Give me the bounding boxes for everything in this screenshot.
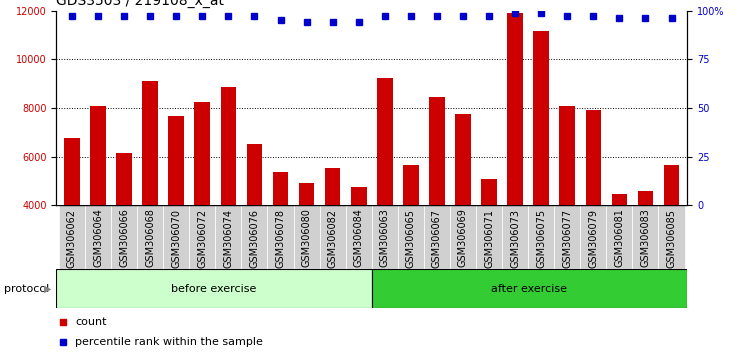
Bar bbox=[398, 205, 424, 269]
Bar bbox=[611, 194, 627, 303]
Bar bbox=[528, 205, 554, 269]
Text: GSM306070: GSM306070 bbox=[171, 209, 181, 268]
Text: GSM306079: GSM306079 bbox=[588, 209, 599, 268]
Text: GSM306085: GSM306085 bbox=[667, 209, 677, 268]
Text: GSM306073: GSM306073 bbox=[510, 209, 520, 268]
Bar bbox=[377, 78, 393, 303]
Bar bbox=[90, 105, 106, 303]
Bar bbox=[507, 13, 523, 303]
Text: protocol: protocol bbox=[4, 284, 49, 293]
Bar bbox=[163, 205, 189, 269]
Bar bbox=[559, 105, 575, 303]
Text: GSM306072: GSM306072 bbox=[198, 209, 207, 268]
Bar bbox=[168, 116, 184, 303]
Text: GSM306062: GSM306062 bbox=[67, 209, 77, 268]
Bar bbox=[659, 205, 685, 269]
Text: GSM306081: GSM306081 bbox=[614, 209, 624, 267]
Bar bbox=[221, 87, 237, 303]
Bar bbox=[502, 205, 528, 269]
Bar bbox=[403, 165, 418, 303]
Text: GSM306063: GSM306063 bbox=[380, 209, 390, 267]
Text: GSM306076: GSM306076 bbox=[249, 209, 259, 268]
Bar bbox=[189, 205, 216, 269]
Bar bbox=[137, 205, 163, 269]
Bar bbox=[85, 205, 111, 269]
Text: GSM306071: GSM306071 bbox=[484, 209, 494, 268]
Bar bbox=[581, 205, 606, 269]
Text: GSM306068: GSM306068 bbox=[145, 209, 155, 267]
Bar bbox=[241, 205, 267, 269]
Text: GSM306082: GSM306082 bbox=[327, 209, 338, 268]
Text: before exercise: before exercise bbox=[171, 284, 257, 293]
Bar bbox=[195, 102, 210, 303]
Bar bbox=[606, 205, 632, 269]
Bar bbox=[372, 205, 398, 269]
Bar bbox=[429, 97, 445, 303]
Bar bbox=[638, 191, 653, 303]
Bar bbox=[664, 165, 680, 303]
Bar bbox=[56, 269, 372, 308]
Text: GDS3503 / 219108_x_at: GDS3503 / 219108_x_at bbox=[56, 0, 225, 8]
Text: GSM306066: GSM306066 bbox=[119, 209, 129, 267]
Bar bbox=[116, 153, 132, 303]
Bar bbox=[554, 205, 581, 269]
Bar bbox=[372, 269, 687, 308]
Text: after exercise: after exercise bbox=[491, 284, 568, 293]
Text: GSM306065: GSM306065 bbox=[406, 209, 416, 268]
Bar bbox=[325, 167, 340, 303]
Bar bbox=[632, 205, 659, 269]
Bar bbox=[299, 183, 315, 303]
Text: GSM306078: GSM306078 bbox=[276, 209, 285, 268]
Bar bbox=[533, 31, 549, 303]
Text: GSM306067: GSM306067 bbox=[432, 209, 442, 268]
Bar bbox=[424, 205, 450, 269]
Bar bbox=[586, 110, 601, 303]
Bar bbox=[64, 138, 80, 303]
Text: GSM306083: GSM306083 bbox=[641, 209, 650, 267]
Bar bbox=[345, 205, 372, 269]
Bar bbox=[476, 205, 502, 269]
Text: count: count bbox=[75, 317, 107, 327]
Bar bbox=[351, 187, 366, 303]
Text: GSM306074: GSM306074 bbox=[223, 209, 234, 268]
Text: GSM306075: GSM306075 bbox=[536, 209, 546, 268]
Bar bbox=[267, 205, 294, 269]
Bar bbox=[273, 172, 288, 303]
Bar bbox=[59, 205, 85, 269]
Text: GSM306080: GSM306080 bbox=[302, 209, 312, 267]
Text: GSM306064: GSM306064 bbox=[93, 209, 103, 267]
Text: ▶: ▶ bbox=[44, 284, 51, 293]
Text: GSM306069: GSM306069 bbox=[458, 209, 468, 267]
Bar bbox=[246, 144, 262, 303]
Text: GSM306084: GSM306084 bbox=[354, 209, 363, 267]
Bar bbox=[111, 205, 137, 269]
Bar bbox=[450, 205, 476, 269]
Bar bbox=[216, 205, 241, 269]
Bar bbox=[320, 205, 345, 269]
Bar bbox=[455, 114, 471, 303]
Text: percentile rank within the sample: percentile rank within the sample bbox=[75, 337, 263, 348]
Text: GSM306077: GSM306077 bbox=[562, 209, 572, 268]
Bar bbox=[481, 178, 497, 303]
Bar bbox=[294, 205, 320, 269]
Bar bbox=[143, 81, 158, 303]
